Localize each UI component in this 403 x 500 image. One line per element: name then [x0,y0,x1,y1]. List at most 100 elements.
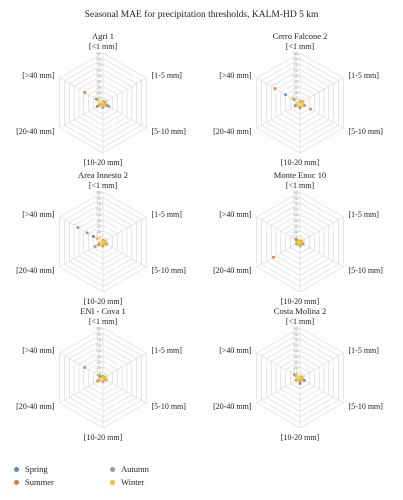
radar-chart: 0102030405060708090Costa Molina 2[<1 mm]… [213,306,383,442]
axis-label: [5-10 mm] [348,127,383,136]
data-point [295,378,299,382]
tick-label: 40 [96,79,101,84]
tick-label: 70 [293,201,298,206]
radar-chart: 0102030405060708090Area Innesto 2[<1 mm]… [16,170,186,306]
grid-spoke [102,216,147,243]
data-point [291,97,295,101]
data-point [298,382,302,385]
axis-label: [20-40 mm] [213,127,252,136]
tick-label: 20 [96,365,101,370]
tick-label: 70 [96,337,101,342]
grid-spoke [299,216,344,243]
data-point [273,87,277,90]
tick-label: 10 [293,370,298,375]
grid-spoke [59,102,104,129]
tick-label: 60 [293,207,298,212]
axis-label: [<1 mm] [89,181,118,190]
grid-spoke [256,352,301,379]
data-point [101,378,105,382]
legend-marker [14,466,19,472]
chart-title: Monte Enoc 10 [274,170,326,180]
tick-label: 70 [96,201,101,206]
grid-spoke [102,352,147,379]
axis-label: [10-20 mm] [281,433,320,442]
data-point [104,377,107,381]
data-point [104,241,107,245]
tick-label: 90 [293,51,298,56]
axis-label: [1-5 mm] [348,71,379,80]
data-point [91,235,95,238]
data-point [83,366,87,369]
data-point [294,374,298,378]
data-point [298,242,302,246]
tick-label: 20 [96,90,101,95]
data-point [85,231,89,235]
tick-label: 50 [96,212,101,217]
grid-spoke [102,377,147,404]
tick-label: 40 [293,218,298,223]
tick-label: 50 [293,212,298,217]
tick-label: 50 [293,73,298,78]
legend-item: Spring [14,464,48,474]
data-point [103,375,107,379]
tick-label: 10 [96,95,101,100]
axis-label: [10-20 mm] [281,158,320,167]
tick-label: 20 [293,90,298,95]
tick-label: 80 [96,332,101,337]
data-point [76,226,80,229]
grid-spoke [299,352,344,379]
grid-spoke [59,352,104,379]
axis-label: [20-40 mm] [213,402,252,411]
tick-label: 30 [293,84,298,89]
tick-label: 10 [293,234,298,239]
tick-label: 10 [96,370,101,375]
tick-label: 40 [96,218,101,223]
tick-label: 30 [293,359,298,364]
data-point [301,103,305,107]
grid-spoke [102,241,147,268]
data-point [298,104,302,108]
data-point [101,106,105,109]
axis-label: [5-10 mm] [348,402,383,411]
tick-label: 10 [293,95,298,100]
grid-spoke [256,377,301,404]
tick-label: 90 [96,326,101,331]
axis-label: [>40 mm] [22,210,55,219]
legend-marker [14,479,19,485]
axis-label: [<1 mm] [89,42,118,51]
chart-title: Cerro Falcone 2 [273,31,328,41]
data-point [296,239,300,243]
axis-label: [>40 mm] [219,346,252,355]
legend-label: Autumn [121,464,149,474]
axis-label: [10-20 mm] [84,297,123,306]
data-point [83,91,87,94]
axis-label: [1-5 mm] [348,346,379,355]
chart-title: Area Innesto 2 [78,170,128,180]
radar-chart: 0102030405060708090Agri 1[<1 mm][1-5 mm]… [16,31,186,167]
axis-label: [>40 mm] [219,71,252,80]
axis-label: [>40 mm] [22,71,55,80]
radar-chart: 0102030405060708090Monte Enoc 10[<1 mm][… [213,170,383,306]
data-point [295,103,299,107]
tick-label: 60 [96,343,101,348]
legend-label: Spring [25,464,48,474]
axis-label: [10-20 mm] [84,158,123,167]
tick-label: 30 [293,223,298,228]
legend-label: Winter [121,477,145,487]
axis-label: [20-40 mm] [16,266,55,275]
data-point [272,255,275,259]
grid-spoke [299,377,344,404]
data-point [99,102,102,106]
legend-item: Summer [14,477,54,487]
tick-label: 70 [293,62,298,67]
data-point [93,245,97,248]
data-point [309,107,312,111]
tick-label: 80 [293,196,298,201]
data-point [98,242,102,246]
axis-label: [5-10 mm] [151,402,186,411]
tick-label: 60 [293,68,298,73]
tick-label: 30 [96,359,101,364]
data-point [101,242,105,246]
axis-label: [1-5 mm] [151,210,182,219]
